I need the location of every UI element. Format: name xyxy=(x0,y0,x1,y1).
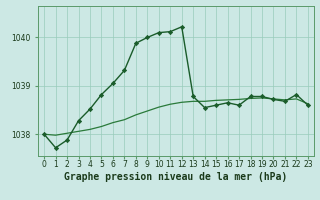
X-axis label: Graphe pression niveau de la mer (hPa): Graphe pression niveau de la mer (hPa) xyxy=(64,172,288,182)
